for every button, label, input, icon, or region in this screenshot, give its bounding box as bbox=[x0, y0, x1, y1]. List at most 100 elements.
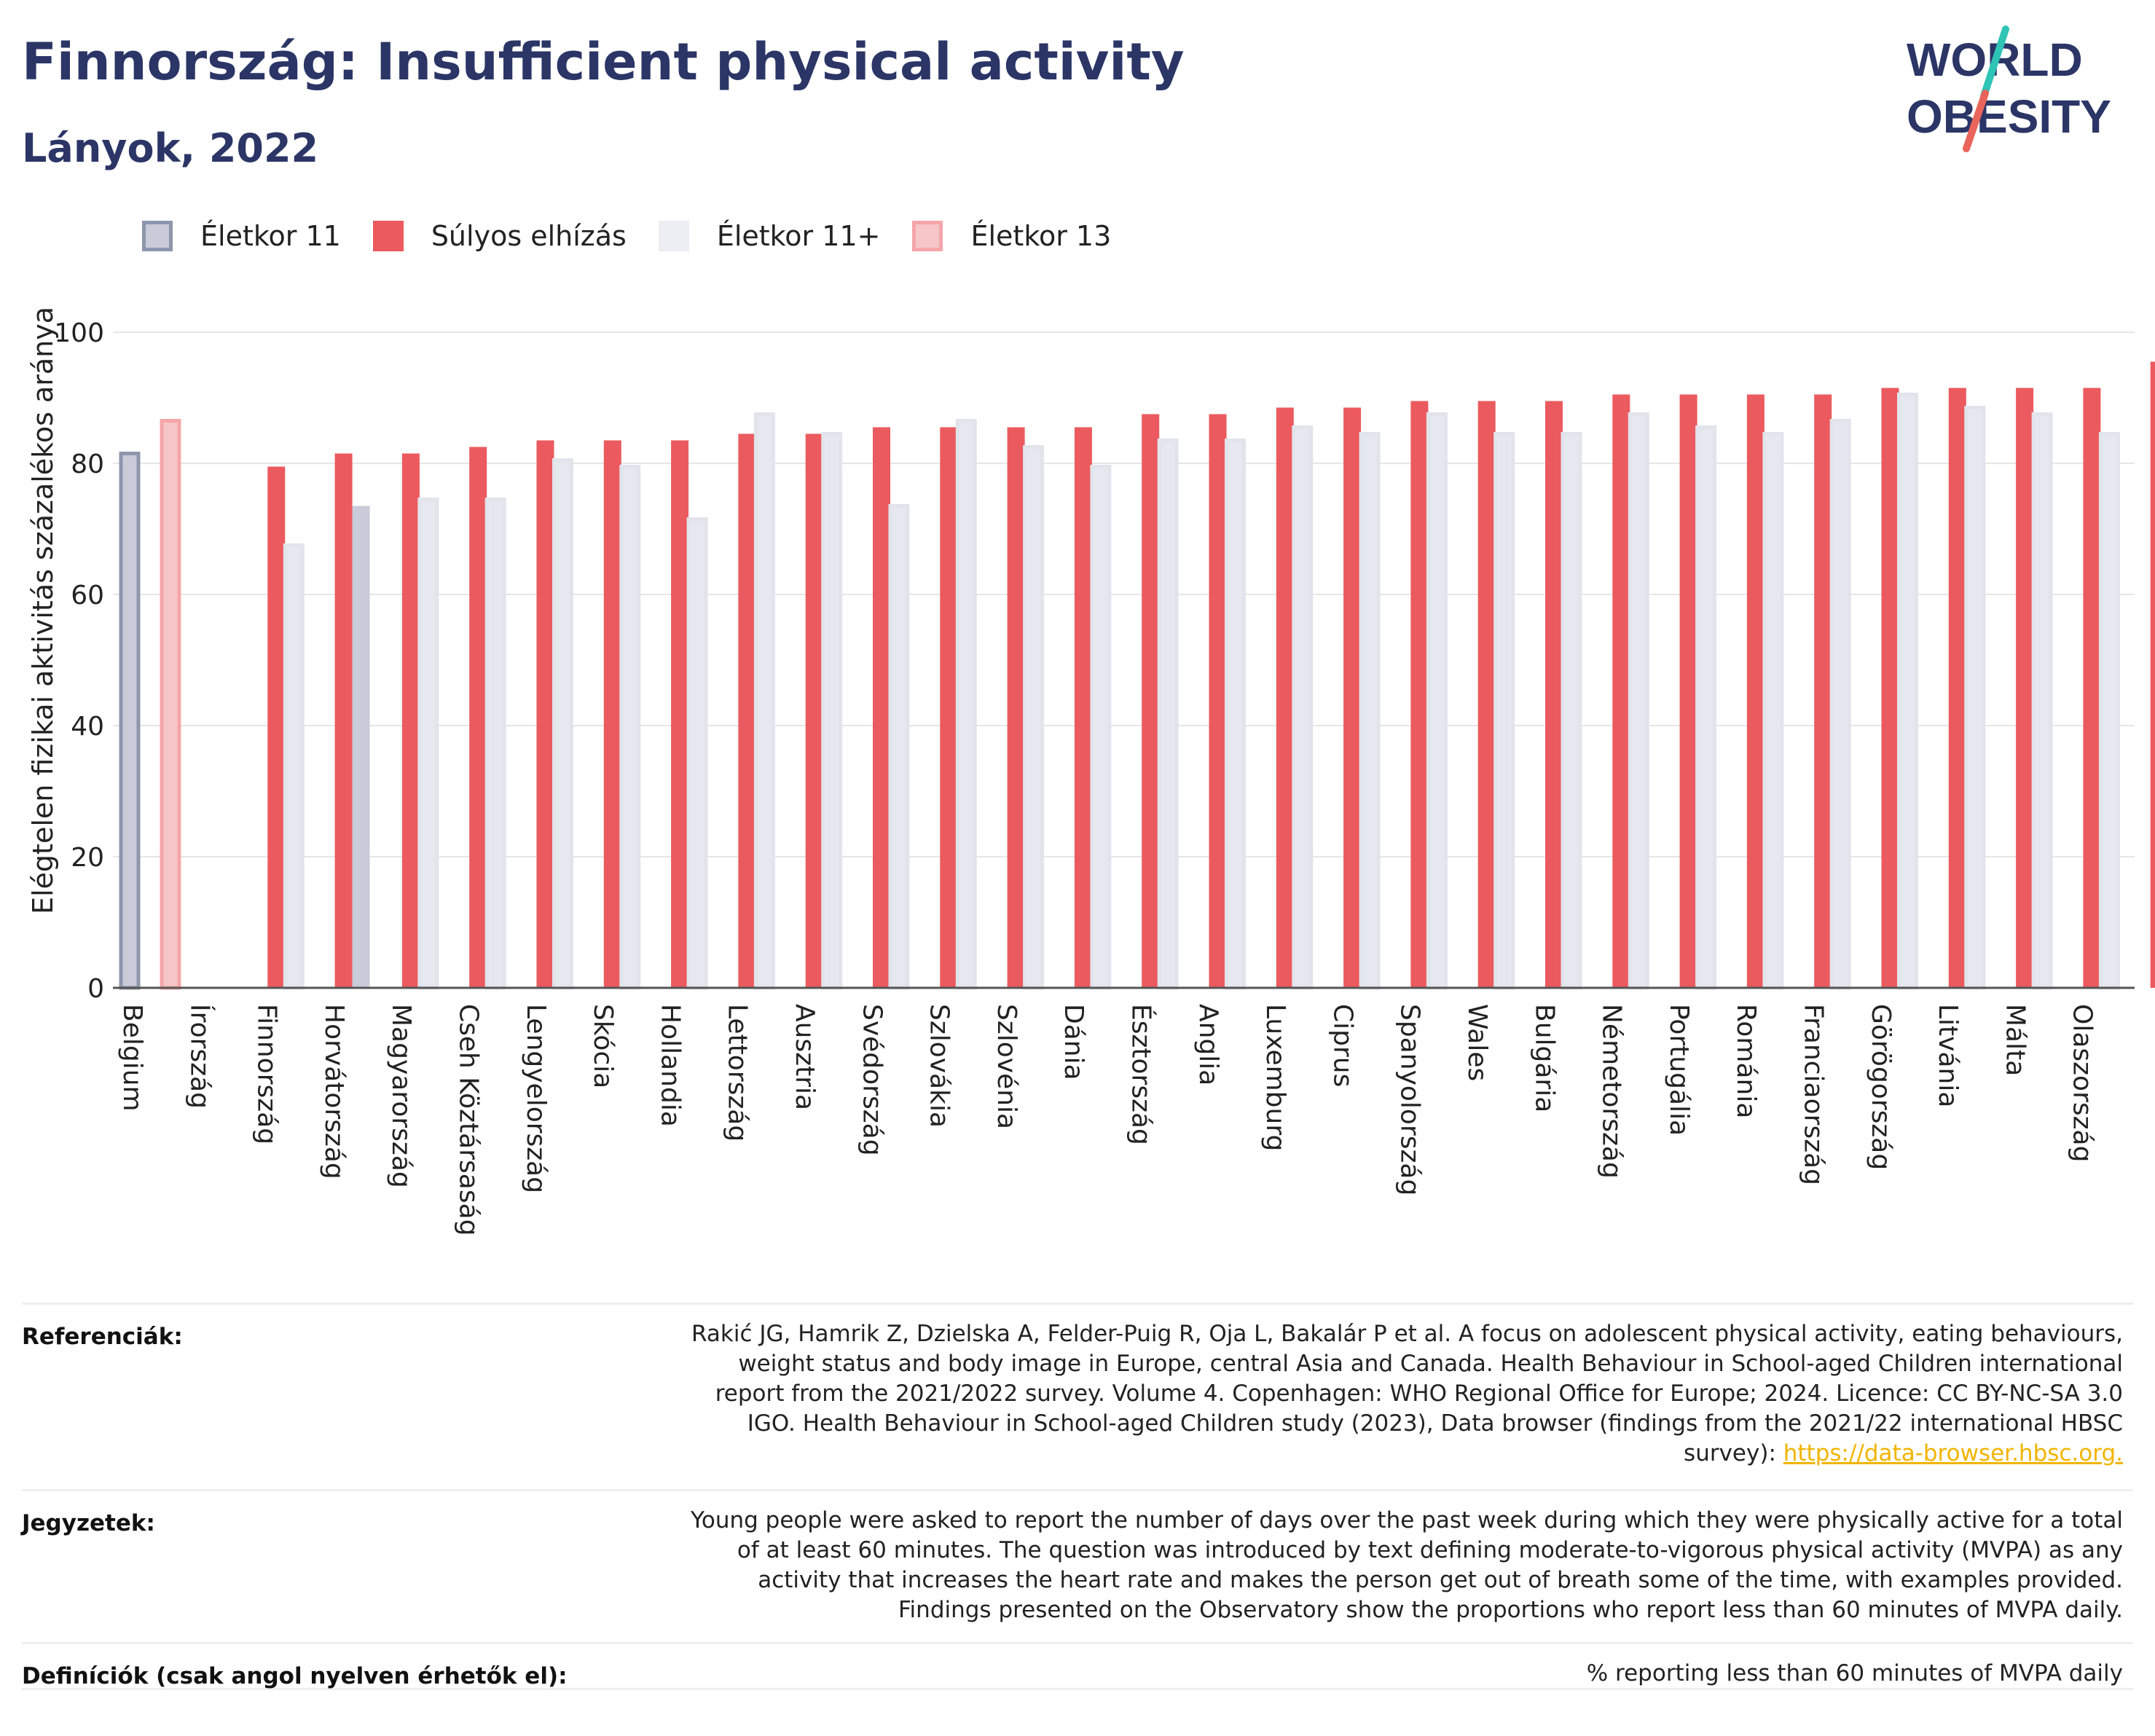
x-tick-label: Dánia bbox=[1059, 1004, 1088, 1080]
x-tick-label: Magyarország bbox=[386, 1004, 416, 1188]
bar-sulyos-elhizas bbox=[1007, 427, 1025, 988]
chart-title: Finnország: Insufficient physical activi… bbox=[22, 32, 1185, 92]
bar-sulyos-elhizas bbox=[603, 440, 621, 988]
bar-sulyos-elhizas bbox=[1881, 388, 1899, 988]
bar-eletkor-11-plus bbox=[1426, 412, 1448, 990]
legend-swatch bbox=[142, 221, 173, 251]
y-tick-label: 60 bbox=[71, 581, 104, 610]
y-axis-label: Elégtelen fizikai aktivitás százalékos a… bbox=[27, 307, 59, 914]
x-tick-label: Luxemburg bbox=[1260, 1004, 1290, 1151]
bar-eletkor-11-plus bbox=[1292, 425, 1314, 990]
bar-eletkor-11-plus bbox=[1561, 432, 1582, 990]
bar-eletkor-11-plus bbox=[753, 412, 775, 990]
bar-eletkor-11-plus bbox=[2031, 412, 2053, 990]
legend-label: Életkor 11 bbox=[200, 220, 341, 252]
notes-row: Jegyzetek: Young people were asked to re… bbox=[22, 1489, 2133, 1642]
x-tick-label: Finnország bbox=[252, 1004, 282, 1144]
x-tick-label: Cseh Köztársaság bbox=[454, 1004, 484, 1236]
x-tick-label: Horvátország bbox=[319, 1004, 349, 1179]
x-tick-label: Bulgária bbox=[1529, 1004, 1559, 1112]
legend-item-sulyos-elhizas[interactable]: Súlyos elhízás bbox=[372, 220, 627, 252]
bar-sulyos-elhizas bbox=[1209, 414, 1227, 988]
legend-label: Súlyos elhízás bbox=[431, 220, 627, 252]
bar-sulyos-elhizas bbox=[940, 427, 958, 988]
bar-sulyos-elhizas bbox=[334, 453, 353, 988]
bar-sulyos-elhizas bbox=[536, 440, 554, 988]
legend-item-eletkor-11[interactable]: Életkor 11 bbox=[142, 220, 341, 252]
bar-eletkor-11 bbox=[352, 506, 370, 988]
bar-sulyos-elhizas bbox=[2150, 361, 2155, 988]
references-row: Referenciák: Rakić JG, Hamrik Z, Dzielsk… bbox=[22, 1303, 2133, 1489]
bar-sulyos-elhizas bbox=[671, 440, 689, 988]
bar-sulyos-elhizas bbox=[267, 466, 286, 988]
references-link[interactable]: https://data-browser.hbsc.org. bbox=[1783, 1440, 2123, 1466]
x-tick-label: Litvánia bbox=[1933, 1004, 1963, 1107]
bar-eletkor-11-plus bbox=[1090, 465, 1112, 990]
x-tick-label: Spanyolország bbox=[1395, 1004, 1425, 1195]
x-tick-label: Ciprus bbox=[1327, 1004, 1357, 1087]
bar-eletkor-11-plus bbox=[484, 498, 506, 990]
x-tick-label: Franciaország bbox=[1799, 1004, 1829, 1185]
legend-label: Életkor 11+ bbox=[716, 220, 881, 252]
bar-sulyos-elhizas bbox=[1746, 394, 1765, 988]
logo-slash-top bbox=[1980, 25, 2009, 100]
x-tick-label: Hollandia bbox=[655, 1004, 685, 1127]
bar-eletkor-11-plus bbox=[1359, 432, 1381, 990]
bar-sulyos-elhizas bbox=[1343, 407, 1362, 988]
bar-chart: 0 20 40 60 80 100 Belgium Írország Finnország Hor… bbox=[27, 307, 2155, 1236]
legend-swatch bbox=[372, 221, 404, 251]
legend-swatch bbox=[658, 221, 689, 251]
x-tick-label: Szlovénia bbox=[992, 1004, 1021, 1129]
bar-sulyos-elhizas bbox=[469, 447, 487, 988]
bar-eletkor-11-plus bbox=[888, 504, 910, 990]
y-tick-label: 80 bbox=[71, 449, 104, 479]
bar-eletkor-11-plus bbox=[619, 465, 641, 990]
logo-slash-bottom bbox=[1963, 90, 1989, 152]
bar-sulyos-elhizas bbox=[1074, 427, 1092, 988]
references-text: Rakić JG, Hamrik Z, Dzielska A, Felder-P… bbox=[678, 1305, 2133, 1489]
bar-eletkor-11-plus bbox=[552, 458, 573, 990]
x-tick-label: Olaszország bbox=[2068, 1004, 2097, 1162]
bar-sulyos-elhizas bbox=[738, 433, 756, 988]
bar-eletkor-11 bbox=[119, 452, 141, 990]
x-tick-label: Lettország bbox=[723, 1004, 753, 1142]
bar-eletkor-11-plus bbox=[1628, 412, 1649, 990]
notes-label: Jegyzetek: bbox=[22, 1510, 155, 1536]
bar-eletkor-11-plus bbox=[2098, 432, 2120, 990]
bar-eletkor-11-plus bbox=[1695, 425, 1717, 990]
x-tick-label: Svédország bbox=[857, 1004, 887, 1156]
bar-eletkor-11-plus bbox=[1964, 406, 1986, 990]
legend-label: Életkor 13 bbox=[970, 220, 1112, 252]
x-tick-label: Anglia bbox=[1193, 1004, 1223, 1085]
x-tick-label: Lengyelország bbox=[521, 1004, 551, 1193]
x-tick-label: Görögország bbox=[1866, 1004, 1896, 1170]
gridlines bbox=[113, 331, 2135, 857]
legend-item-eletkor-13[interactable]: Életkor 13 bbox=[912, 220, 1111, 252]
x-tick-label: Skócia bbox=[588, 1004, 618, 1088]
x-tick-label: Románia bbox=[1731, 1004, 1761, 1118]
bar-eletkor-11-plus bbox=[1762, 432, 1784, 990]
y-tick-label: 20 bbox=[71, 843, 104, 873]
x-tick-label: Ausztria bbox=[790, 1004, 820, 1110]
bar-eletkor-11-plus bbox=[1023, 445, 1045, 990]
bar-sulyos-elhizas bbox=[1142, 414, 1160, 988]
y-tick-label: 40 bbox=[71, 712, 104, 742]
x-tick-label: Málta bbox=[2000, 1004, 2030, 1076]
references-label: Referenciák: bbox=[22, 1324, 183, 1350]
legend-item-eletkor-11-plus[interactable]: Életkor 11+ bbox=[658, 220, 881, 252]
world-obesity-logo: WORLD OBESITY bbox=[1907, 25, 2111, 152]
logo-line2: OBESITY bbox=[1907, 90, 2111, 143]
bar-sulyos-elhizas bbox=[1545, 401, 1563, 988]
x-tick-label: Belgium bbox=[117, 1004, 147, 1112]
notes-text: Young people were asked to report the nu… bbox=[691, 1507, 2123, 1623]
bar-sulyos-elhizas bbox=[2083, 388, 2101, 988]
bar-sulyos-elhizas bbox=[401, 453, 420, 988]
references-body: Rakić JG, Hamrik Z, Dzielska A, Felder-P… bbox=[691, 1321, 2123, 1466]
definitions-text: % reporting less than 60 minutes of MVPA… bbox=[1586, 1660, 2123, 1686]
bar-sulyos-elhizas bbox=[1276, 407, 1294, 988]
bar-eletkor-11-plus bbox=[821, 432, 843, 990]
bar-eletkor-11-plus bbox=[1897, 393, 1918, 990]
x-tick-label: Írország bbox=[184, 1004, 215, 1109]
bar-eletkor-13 bbox=[160, 419, 181, 990]
bar-eletkor-11-plus bbox=[283, 543, 305, 990]
